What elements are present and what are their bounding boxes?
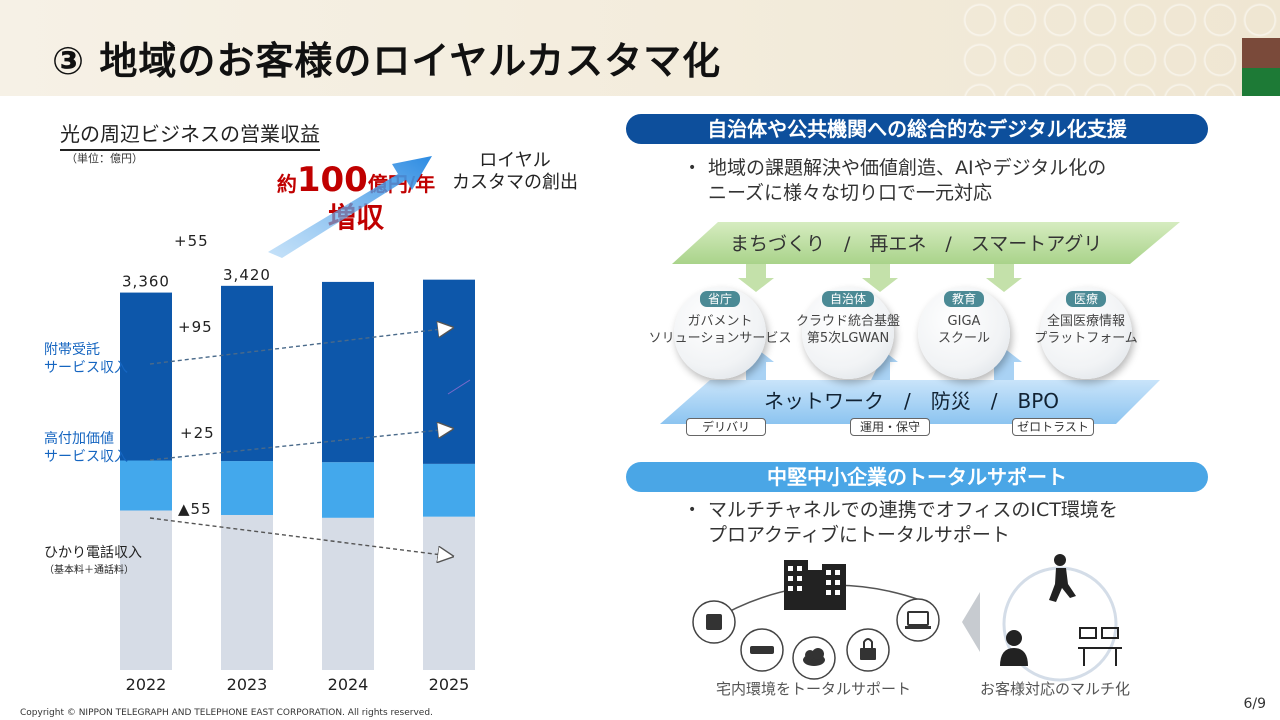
x-tick-2022: 2022	[126, 675, 167, 694]
legend-ancillary-line1: 附帯受託	[44, 342, 100, 358]
bubble-education-line2: スクール	[937, 331, 991, 346]
bubble-municipality-tag: 自治体	[821, 291, 875, 307]
bullet-sme: • マルチチャネルでの連携でオフィスのICT環境を プロアクティブにトータルサポー…	[688, 498, 1118, 548]
x-tick-2024: 2024	[328, 675, 369, 694]
bubble-medical-line2: プラットフォーム	[1034, 331, 1138, 346]
bar-total-label-2023: 3,420	[223, 266, 271, 284]
bar-2022-series-1	[120, 460, 172, 511]
legend-vas: 高付加価値 サービス収入	[44, 430, 128, 466]
bubble-ministry-line2: ソリューションサービス	[648, 331, 792, 346]
caption-home-support: 宅内環境をトータルサポート	[716, 680, 912, 698]
page-number: 6/9	[1243, 696, 1266, 712]
loyal-line2: カスタマの創出	[452, 172, 578, 193]
section-sme-support: 中堅中小企業のトータルサポート	[626, 462, 1208, 492]
pill-operation: 運用・保守	[850, 418, 930, 436]
phone-trend-arrow	[149, 517, 450, 556]
slide-title: ③ 地域のお客様のロイヤルカスタマ化	[52, 39, 722, 83]
walking-person-icon	[1049, 554, 1076, 602]
bar-2024-series-1	[322, 462, 374, 518]
bubble-medical: 医療 全国医療情報 プラットフォーム	[1034, 287, 1138, 379]
operator-icon	[1000, 630, 1028, 666]
x-tick-2023: 2023	[227, 675, 268, 694]
vas-trend-arrow	[149, 429, 450, 461]
copyright: Copyright © NIPPON TELEGRAPH AND TELEPHO…	[20, 708, 433, 718]
bullet-mark-2: •	[688, 502, 697, 518]
delta-total: +55	[174, 232, 209, 250]
bullet-digital-line1: 地域の課題解決や価値創造、AIやデジタル化の	[708, 157, 1107, 179]
bullet-sme-line2: プロアクティブにトータルサポート	[708, 524, 1010, 546]
bullet-mark: •	[688, 160, 697, 176]
slide-header: ③ 地域のお客様のロイヤルカスタマ化	[0, 0, 1280, 96]
top-band	[672, 222, 1180, 264]
bar-accent-line	[447, 379, 471, 395]
bar-2025-series-0	[423, 516, 475, 670]
bubble-education: 教育 GIGA スクール	[918, 287, 1010, 379]
ancillary-trend-arrow	[149, 328, 450, 365]
bar-2022-series-2	[120, 292, 172, 461]
building-icon	[784, 560, 846, 610]
loyal-customer-label: ロイヤル カスタマの創出	[452, 150, 578, 194]
desk-icon	[1078, 627, 1122, 666]
pill-delivery: デリバリ	[686, 418, 766, 436]
bubble-education-tag: 教育	[943, 291, 985, 307]
caption-multichannel: お客様対応のマルチ化	[980, 680, 1131, 698]
deco-square-brown	[1242, 38, 1280, 68]
bubble-ministry: 省庁 ガバメントソリューションサービス	[649, 287, 791, 379]
bar-2024-series-2	[322, 281, 374, 463]
bottom-band	[660, 380, 1160, 424]
bar-2022-series-0	[120, 510, 172, 670]
bubble-municipality-line2: 第5次LGWAN	[806, 331, 890, 346]
bubble-municipality-line1: クラウド統合基盤	[795, 314, 901, 329]
growth-arrow-icon	[268, 156, 432, 258]
bubble-education-line1: GIGA	[947, 314, 981, 329]
bubble-municipality: 自治体 クラウド統合基盤 第5次LGWAN	[796, 287, 900, 379]
bar-2025-series-2	[423, 279, 475, 464]
bullet-sme-line1: マルチチャネルでの連携でオフィスのICT環境を	[708, 499, 1118, 521]
legend-vas-line1: 高付加価値	[44, 431, 114, 447]
legend-phone-line2: （基本料＋通話料）	[44, 565, 134, 576]
loyal-line1: ロイヤル	[479, 150, 551, 171]
growth-number: 100	[296, 160, 368, 200]
deco-square-green	[1242, 68, 1280, 96]
legend-ancillary: 附帯受託 サービス収入	[44, 341, 128, 377]
growth-prefix: 約	[276, 172, 297, 196]
bubble-medical-tag: 医療	[1065, 291, 1107, 307]
top-band-label: まちづくり / 再エネ / スマートアグリ	[730, 233, 1103, 255]
bubble-ministry-line1: ガバメント	[687, 314, 753, 329]
section-digital-support: 自治体や公共機関への総合的なデジタル化支援	[626, 114, 1208, 144]
bar-2025-series-1	[423, 463, 475, 517]
bullet-digital: • 地域の課題解決や価値創造、AIやデジタル化の ニーズに様々な切り口で一元対応	[688, 156, 1106, 206]
bar-2024-series-0	[322, 517, 374, 670]
chart-title: 光の周辺ビジネスの営業収益	[60, 118, 320, 151]
bar-2023-series-0	[221, 514, 273, 670]
bubble-ministry-tag: 省庁	[699, 291, 741, 307]
revenue-chart: 3,360 2022 3,420 2023 2024 2025	[120, 156, 475, 694]
legend-phone: ひかり電話収入 （基本料＋通話料）	[44, 545, 142, 579]
bubble-medical-line1: 全国医療情報	[1046, 314, 1125, 329]
delta-phone: ▲55	[178, 500, 212, 518]
bottom-band-label: ネットワーク / 防災 / BPO	[764, 389, 1059, 413]
legend-phone-line1: ひかり電話収入	[44, 545, 142, 561]
delta-vas: +25	[180, 424, 215, 442]
delta-ancillary: +95	[178, 318, 213, 336]
bullet-digital-line2: ニーズに様々な切り口で一元対応	[708, 182, 993, 204]
bar-2023-series-2	[221, 285, 273, 462]
pill-zero-trust: ゼロトラスト	[1012, 418, 1094, 436]
bar-total-label-2022: 3,360	[122, 273, 170, 291]
sme-diagram	[692, 554, 1122, 682]
legend-vas-line2: サービス収入	[44, 449, 128, 465]
bar-2023-series-1	[221, 461, 273, 515]
down-arrows	[738, 264, 1022, 292]
chevron-left-icon	[962, 592, 980, 652]
x-tick-2025: 2025	[429, 675, 470, 694]
chart-unit: （単位：億円）	[66, 152, 143, 165]
legend-ancillary-line2: サービス収入	[44, 360, 128, 376]
